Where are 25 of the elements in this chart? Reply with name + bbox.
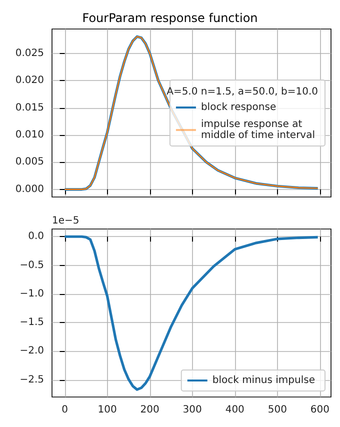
y-tick-label: 0.0 [28, 231, 44, 242]
x-tick-label: 200 [140, 404, 160, 416]
x-tick-label: 0 [62, 404, 68, 416]
text: 1e−5 [52, 216, 80, 226]
y-tick-label: 0.020 [15, 75, 44, 86]
y-tick-label: 0.025 [15, 48, 44, 59]
x-tick-label: 500 [268, 404, 287, 416]
x-tick-label: 400 [225, 404, 244, 416]
y-tick-label: 0.010 [15, 130, 44, 141]
y-tick-label: −0.5 [20, 260, 44, 271]
y-tick-label: −2.5 [20, 374, 44, 386]
legend-label: impulse response at middle of time interval [200, 119, 316, 141]
y-tick-label: 0.000 [15, 184, 44, 195]
y-tick-label: 0.015 [15, 102, 44, 114]
x-tick-label: 600 [310, 404, 330, 416]
legend-title: A=5.0 n=1.5, a=50.0, b=10.0 [166, 86, 318, 98]
legend-label: block response [200, 102, 276, 113]
y-tick-label: −1.0 [20, 288, 44, 300]
x-tick-label: 100 [98, 404, 117, 416]
chart-title: FourParam response function [82, 11, 258, 25]
y-tick-label: −2.0 [20, 346, 44, 357]
x-tick-label: 300 [182, 404, 202, 416]
y-tick-label: −1.5 [20, 317, 44, 328]
legend-label: block minus impulse [212, 375, 316, 386]
y-tick-label: 0.005 [15, 156, 44, 168]
